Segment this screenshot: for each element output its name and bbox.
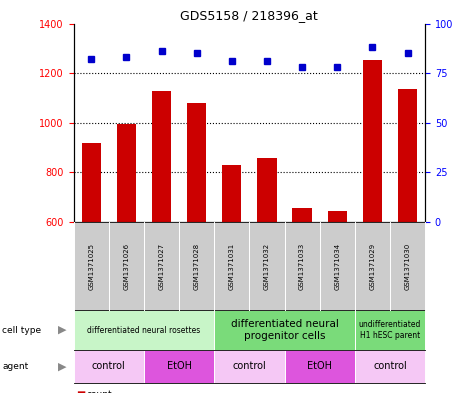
Text: GSM1371031: GSM1371031 xyxy=(229,242,235,290)
Text: EtOH: EtOH xyxy=(167,362,191,371)
Text: control: control xyxy=(232,362,266,371)
Bar xyxy=(398,89,417,222)
Text: GSM1371026: GSM1371026 xyxy=(124,243,129,290)
Bar xyxy=(328,211,347,222)
Bar xyxy=(257,158,276,222)
Text: control: control xyxy=(92,362,126,371)
Bar xyxy=(152,90,171,222)
Text: undifferentiated
H1 hESC parent: undifferentiated H1 hESC parent xyxy=(359,320,421,340)
Text: control: control xyxy=(373,362,407,371)
Text: cell type: cell type xyxy=(2,326,41,334)
Text: GSM1371027: GSM1371027 xyxy=(159,243,164,290)
Text: GSM1371029: GSM1371029 xyxy=(370,243,375,290)
Bar xyxy=(82,143,101,222)
Text: differentiated neural
progenitor cells: differentiated neural progenitor cells xyxy=(230,320,339,341)
Text: GSM1371025: GSM1371025 xyxy=(88,243,94,290)
Bar xyxy=(293,208,312,222)
Text: ▶: ▶ xyxy=(57,325,66,335)
Text: EtOH: EtOH xyxy=(307,362,332,371)
Bar xyxy=(117,124,136,222)
Text: agent: agent xyxy=(2,362,28,371)
Text: GSM1371032: GSM1371032 xyxy=(264,243,270,290)
Text: GSM1371033: GSM1371033 xyxy=(299,242,305,290)
Text: GSM1371028: GSM1371028 xyxy=(194,243,200,290)
Text: ■: ■ xyxy=(76,390,85,393)
Text: count: count xyxy=(87,391,113,393)
Text: differentiated neural rosettes: differentiated neural rosettes xyxy=(87,326,200,334)
Bar xyxy=(187,103,206,222)
Title: GDS5158 / 218396_at: GDS5158 / 218396_at xyxy=(180,9,318,22)
Bar xyxy=(363,60,382,222)
Text: GSM1371034: GSM1371034 xyxy=(334,243,340,290)
Text: ▶: ▶ xyxy=(57,362,66,371)
Bar xyxy=(222,165,241,222)
Text: GSM1371030: GSM1371030 xyxy=(405,242,410,290)
